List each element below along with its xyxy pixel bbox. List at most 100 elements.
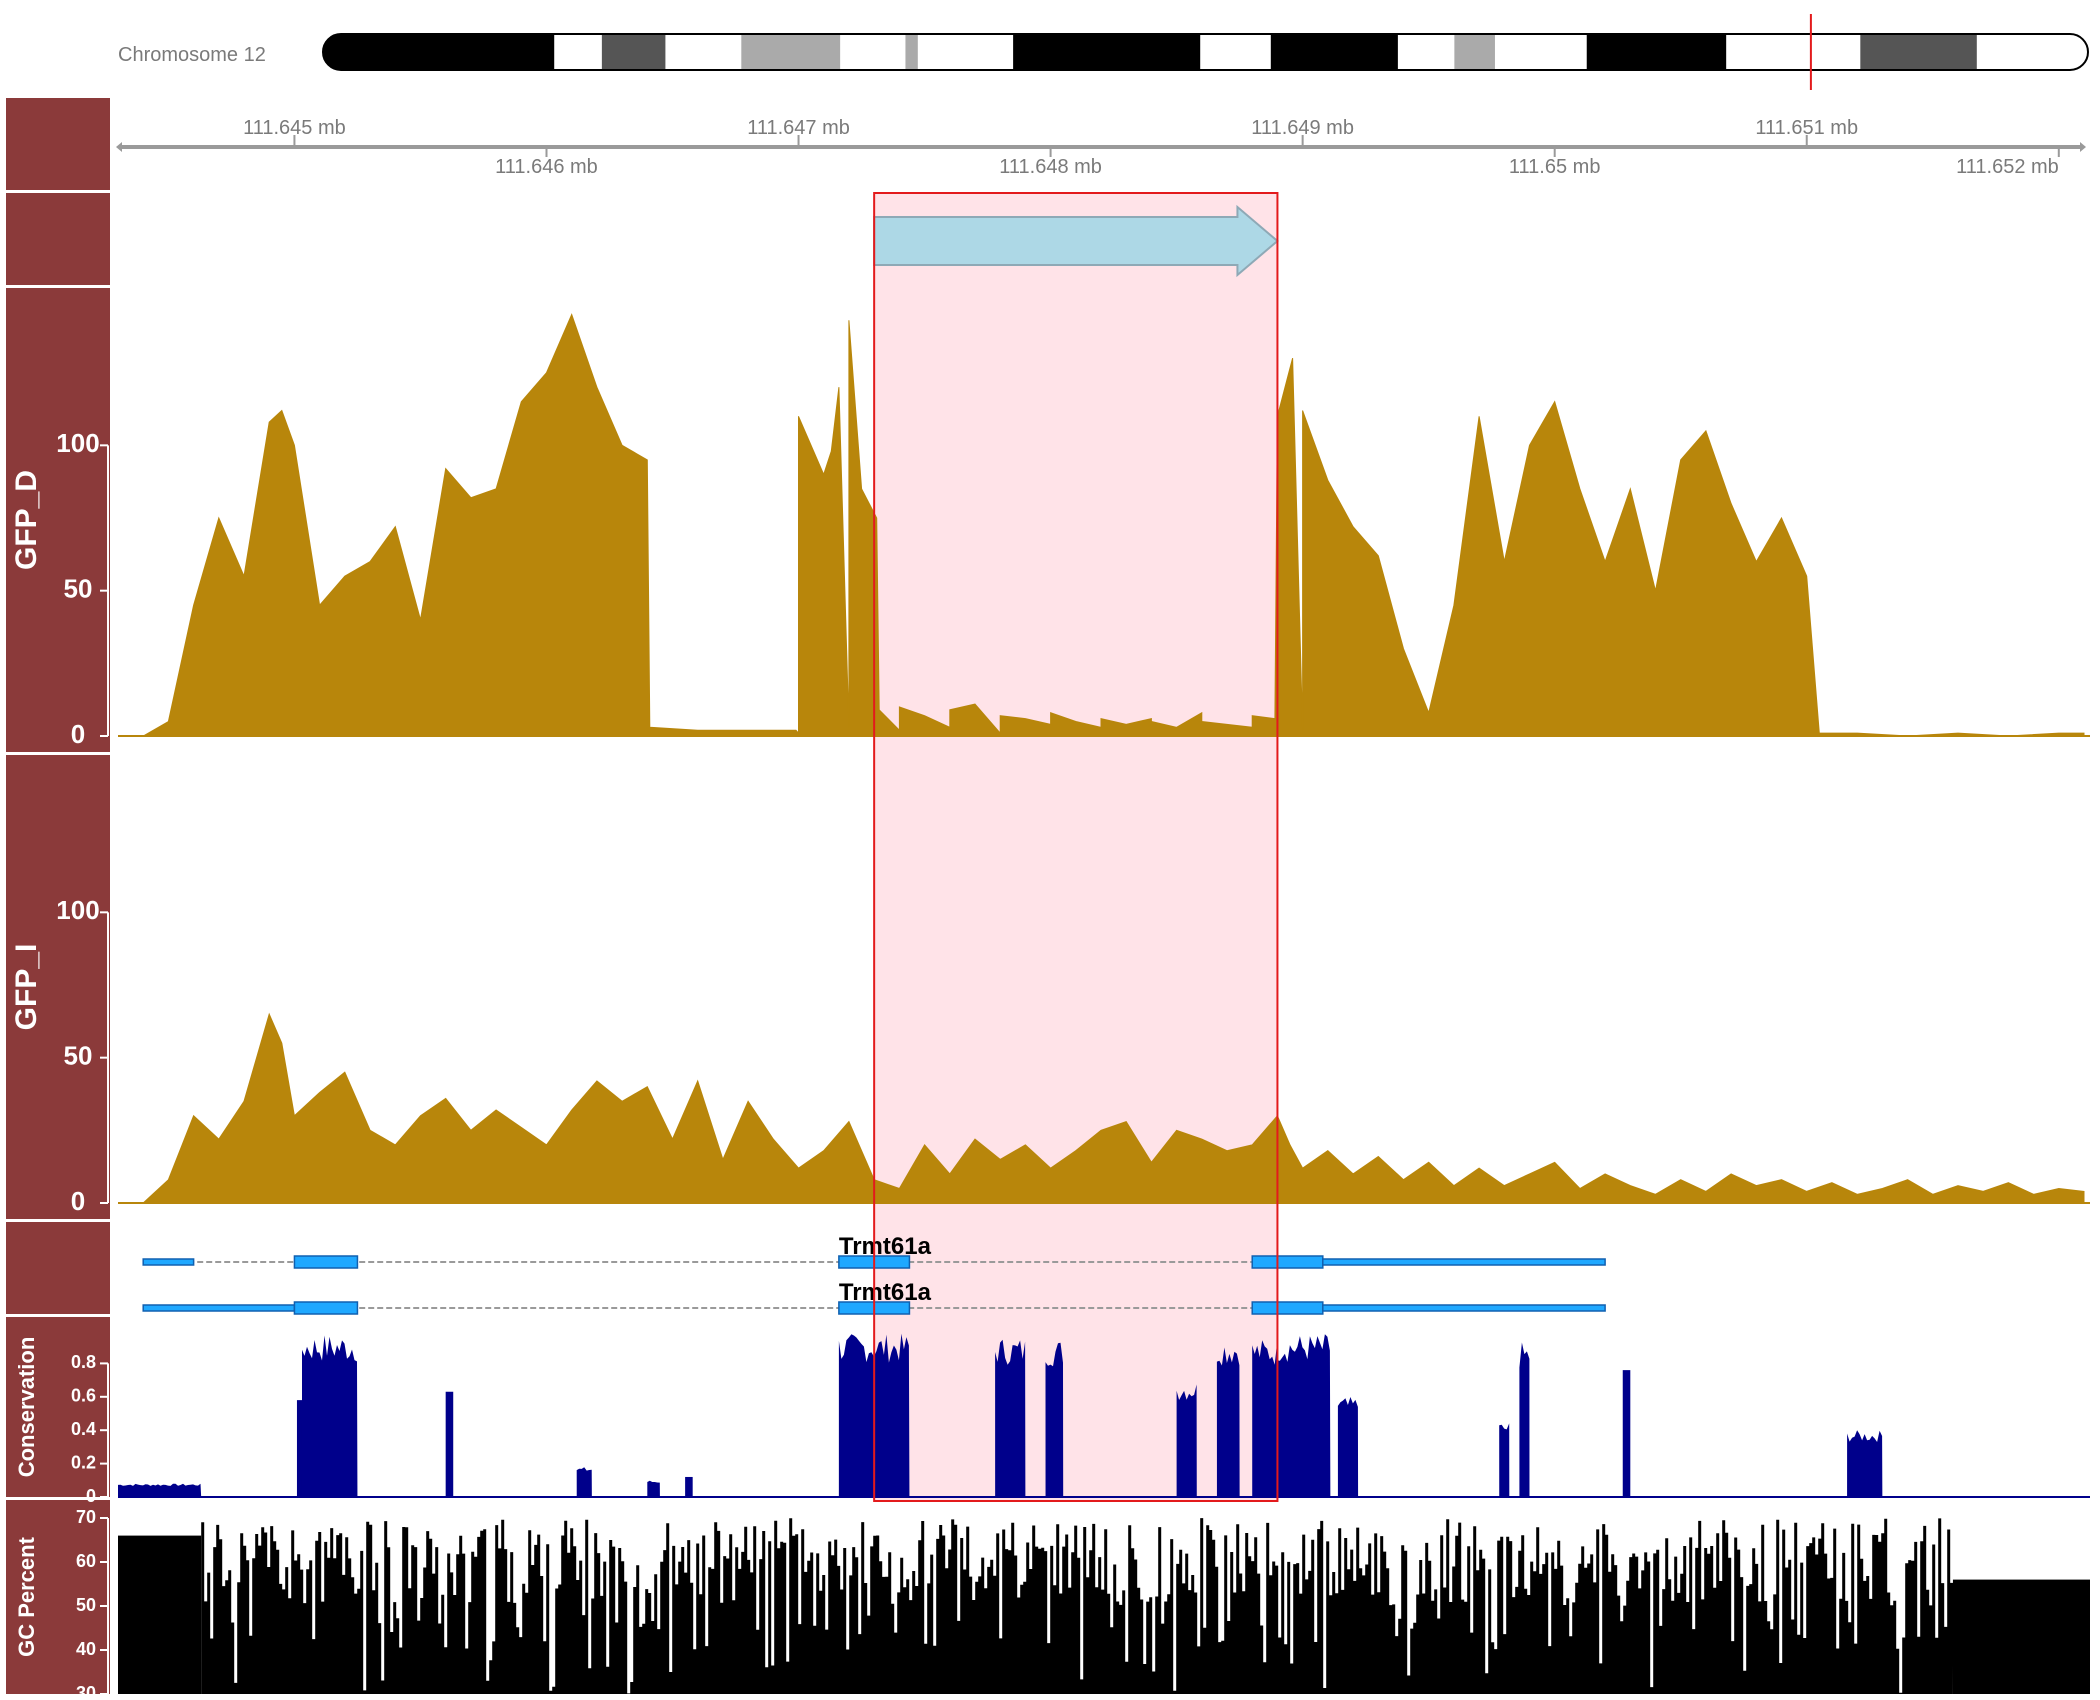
conservation-block: [1252, 1340, 1278, 1497]
gc-left-block: [118, 1535, 202, 1694]
y-tick-label: 50: [64, 1041, 93, 1071]
highlight-border: [873, 192, 1279, 1502]
axis-tick-label: 111.648 mb: [999, 156, 1102, 178]
gc-percent-track: 30 40 50 60 70: [76, 1507, 2090, 1700]
y-tick-label: 0: [71, 1186, 85, 1216]
coverage-area: [118, 1012, 2085, 1204]
y-tick-label: 30: [76, 1683, 96, 1700]
conservation-block: [1519, 1342, 1530, 1497]
coverage-area: [118, 313, 2085, 737]
conservation-block: [576, 1467, 592, 1497]
conservation-block: [1216, 1347, 1240, 1497]
gfp-i-title-panel: [6, 755, 110, 1219]
conservation-block: [1337, 1397, 1359, 1497]
y-tick-label: 0: [86, 1486, 96, 1506]
ideogram-band: [1726, 34, 1861, 70]
feature-arrow: [873, 204, 1279, 278]
conservation-block: [1277, 1334, 1331, 1497]
track-title: Conservation: [14, 1337, 39, 1478]
axis-tick-label: 111.649 mb: [1251, 117, 1354, 139]
axis-left-arrowhead: [116, 142, 122, 152]
ideogram-band: [1976, 34, 2088, 70]
ideogram-band: [1494, 34, 1588, 70]
track-title-panels: GFP_D GFP_I Conservation GC Percent: [6, 98, 110, 1694]
highlight-region[interactable]: [874, 193, 1278, 1501]
conservation-block: [296, 1400, 302, 1497]
gene-exon: [1322, 1258, 1606, 1266]
track-title: GC Percent: [14, 1536, 39, 1656]
conservation-block: [445, 1391, 454, 1497]
chromosome-label: Chromosome 12: [118, 44, 266, 66]
arrow-title-panel: [6, 193, 110, 285]
ideogram-band: [1200, 34, 1272, 70]
ideogram-band: [905, 34, 919, 70]
ideogram-band: [1454, 34, 1496, 70]
gfp-d-coverage-track: 0 50 100: [56, 313, 2090, 749]
track-title: GFP_D: [10, 470, 43, 570]
axis-tick-label: 111.646 mb: [495, 156, 598, 178]
axis-title-panel: [6, 98, 110, 190]
ideogram-band: [741, 34, 841, 70]
conservation-block: [1622, 1370, 1631, 1497]
chromosome-ideogram[interactable]: [322, 14, 2089, 90]
feature-arrow-track: [873, 204, 1279, 278]
gfp-d-title-panel: [6, 288, 110, 752]
y-tick-label: 60: [76, 1551, 96, 1571]
ideogram-band: [1013, 34, 1201, 70]
y-tick-label: 0.4: [71, 1419, 96, 1439]
ideogram-band: [323, 34, 555, 70]
gene-title-panel: [6, 1222, 110, 1314]
gene-exon: [293, 1255, 359, 1269]
gene-exon: [1251, 1255, 1324, 1269]
conservation-block: [1045, 1342, 1064, 1497]
ideogram-band: [1860, 34, 1978, 70]
ideogram-band: [1397, 34, 1455, 70]
conservation-block: [647, 1480, 660, 1497]
y-tick-label: 0.2: [71, 1452, 96, 1472]
axis-tick-label: 111.651 mb: [1755, 117, 1858, 139]
y-tick-label: 70: [76, 1507, 96, 1527]
conservation-block: [118, 1483, 202, 1497]
conservation-block: [995, 1339, 1026, 1497]
ideogram-bands: [323, 34, 2088, 70]
y-tick-label: 100: [56, 895, 99, 925]
gc-percent-title-panel: [6, 1500, 110, 1694]
axis-right-arrowhead: [2080, 142, 2086, 152]
conservation-block: [1499, 1423, 1510, 1497]
ideogram-band: [554, 34, 603, 70]
conservation-block: [301, 1335, 358, 1497]
axis-tick-label: 111.65 mb: [1509, 156, 1601, 178]
ideogram-band: [840, 34, 906, 70]
ideogram-band: [1270, 34, 1399, 70]
ideogram-band: [601, 34, 666, 70]
conservation-block: [685, 1476, 693, 1497]
gfp-i-coverage-track: 0 50 100: [56, 895, 2090, 1216]
axis-tick-label: 111.647 mb: [747, 117, 850, 139]
track-title: GFP_I: [10, 944, 43, 1031]
y-tick-label: 50: [64, 574, 93, 604]
y-tick-label: 0: [71, 719, 85, 749]
ideogram-band: [917, 34, 1014, 70]
axis-tick-label: 111.645 mb: [243, 117, 346, 139]
gene-label: Trmt61a: [839, 1233, 932, 1260]
ideogram-band: [1586, 34, 1727, 70]
gc-right-block: [1952, 1579, 2090, 1694]
y-tick-label: 50: [76, 1595, 96, 1615]
genome-axis: 111.645 mb 111.647 mb 111.649 mb 111.651 mb…: [116, 117, 2086, 178]
y-tick-label: 40: [76, 1639, 96, 1659]
axis-tick-label: 111.652 mb: [1956, 156, 2059, 178]
gene-exon: [142, 1258, 195, 1266]
ideogram-outline: [322, 33, 2089, 71]
gene-exon: [142, 1304, 296, 1312]
gene-model[interactable]: Trmt61a: [142, 1233, 1606, 1269]
gene-label: Trmt61a: [839, 1279, 932, 1306]
ideogram-band: [665, 34, 742, 70]
gene-exon: [1322, 1304, 1606, 1312]
conservation-block: [1176, 1384, 1197, 1497]
conservation-block: [1847, 1430, 1883, 1497]
y-tick-label: 100: [56, 428, 99, 458]
y-tick-label: 0.6: [71, 1386, 96, 1406]
gene-exon: [1251, 1301, 1324, 1315]
gc-percent-bars: [201, 1518, 1954, 1694]
